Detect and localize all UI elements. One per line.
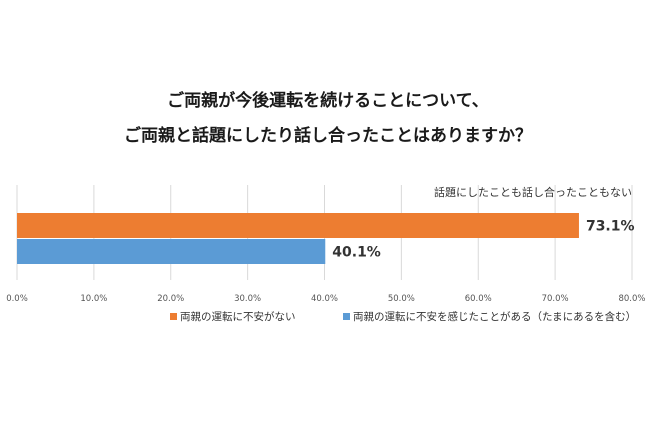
legend-label: 両親の運転に不安を感じたことがある（たまにあるを含む） xyxy=(353,310,636,323)
legend-swatch xyxy=(343,313,350,320)
data-label: 73.1% xyxy=(586,219,635,235)
x-tick-label: 70.0% xyxy=(542,294,569,304)
x-tick-label: 80.0% xyxy=(618,294,645,304)
x-tick-label: 50.0% xyxy=(388,294,415,304)
legend-swatch xyxy=(170,313,177,320)
bar xyxy=(17,213,579,238)
category-label: 話題にしたことも話し合ったこともない xyxy=(434,185,632,199)
x-tick-label: 60.0% xyxy=(465,294,492,304)
chart-title-line-2: ご両親と話題にしたり話し合ったことはありますか？ xyxy=(124,126,532,146)
bars: 73.1% 40.1% xyxy=(17,213,635,264)
x-tick-label: 30.0% xyxy=(234,294,261,304)
data-label: 40.1% xyxy=(332,245,381,261)
x-tick-label: 40.0% xyxy=(311,294,338,304)
legend-label: 両親の運転に不安がない xyxy=(180,310,296,323)
bar xyxy=(17,239,326,264)
x-tick-label: 20.0% xyxy=(157,294,184,304)
x-tick-label: 0.0% xyxy=(6,294,28,304)
x-axis-ticks: 0.0% 10.0% 20.0% 30.0% 40.0% 50.0% 60.0% 70.0% 8… xyxy=(6,294,645,304)
x-tick-label: 10.0% xyxy=(80,294,107,304)
legend: 両親の運転に不安がない 両親の運転に不安を感じたことがある（たまにあるを含む） xyxy=(170,310,636,323)
chart-title-line-1: ご両親が今後運転を続けることについて、 xyxy=(167,91,489,111)
